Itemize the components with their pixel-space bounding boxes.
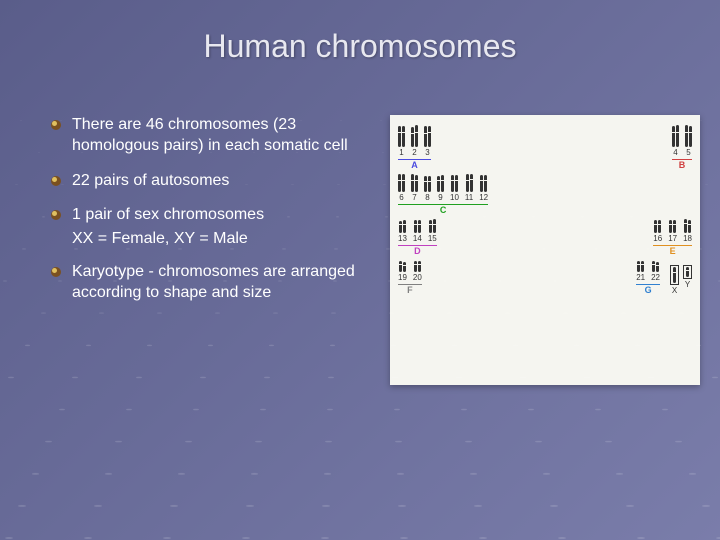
chromosome-pair: 9 (437, 174, 444, 202)
chromosome-pair: 22 (651, 260, 660, 282)
chromosome-pair: 18 (683, 219, 692, 243)
bullet-text: There are 46 chromosomes (23 homologous … (72, 115, 370, 157)
bullet-item: 22 pairs of autosomes (50, 171, 370, 192)
bullet-item: There are 46 chromosomes (23 homologous … (50, 115, 370, 157)
sex-chromosomes: XY (670, 265, 692, 295)
chromosome-pair: 7 (411, 174, 418, 202)
chromosome-number: 22 (651, 274, 660, 282)
chromosome-number: 7 (412, 194, 416, 202)
chromosome-pair: 2 (411, 125, 418, 157)
chromosome-pair: 8 (424, 174, 431, 202)
bullet-list: There are 46 chromosomes (23 homologous … (50, 115, 370, 385)
bullet-text: 1 pair of sex chromosomes (72, 205, 264, 226)
page-title: Human chromosomes (0, 0, 720, 65)
chromosome-pair: 17 (668, 219, 677, 243)
chromosome-group: 13 14 15 D (398, 219, 437, 256)
chromosome-number: 11 (465, 194, 473, 202)
chromosome-number: 13 (398, 235, 407, 243)
chromosome-group: 4 5B (672, 125, 692, 170)
bullet-icon (50, 175, 64, 187)
chromosome-number: 8 (425, 194, 429, 202)
chromosome-number: 10 (450, 194, 459, 202)
y-label: Y (685, 281, 690, 289)
chromosome-group: 16 17 18 E (653, 219, 692, 256)
group-label: D (414, 247, 421, 256)
bullet-item: Karyotype - chromosomes are arranged acc… (50, 262, 370, 304)
chromosome-number: 2 (412, 149, 416, 157)
bullet-item: 1 pair of sex chromosomes (50, 205, 370, 226)
bullet-icon (50, 209, 64, 221)
chromosome-pair: 20 (413, 260, 422, 282)
chromosome-number: 18 (683, 235, 692, 243)
bullet-text: Karyotype - chromosomes are arranged acc… (72, 262, 370, 304)
chromosome-pair: 12 (479, 174, 488, 202)
chromosome-pair: 5 (685, 125, 692, 157)
bullet-text: 22 pairs of autosomes (72, 171, 229, 192)
chromosome-number: 16 (653, 235, 662, 243)
chromosome-number: 12 (479, 194, 488, 202)
chromosome-number: 14 (413, 235, 422, 243)
chromosome-pair: 14 (413, 219, 422, 243)
chromosome-pair: 3 (424, 125, 431, 157)
chromosome-number: 5 (686, 149, 690, 157)
chromosome-number: 4 (673, 149, 677, 157)
group-label: B (679, 161, 686, 170)
chromosome-pair: 19 (398, 260, 407, 282)
chromosome-pair: 11 (465, 174, 473, 202)
content-area: There are 46 chromosomes (23 homologous … (0, 65, 720, 385)
chromosome-number: 6 (399, 194, 403, 202)
chromosome-number: 19 (398, 274, 407, 282)
chromosome-number: 3 (425, 149, 429, 157)
chromosome-group: 21 22 G (636, 260, 660, 295)
group-label: E (670, 247, 676, 256)
chromosome-group: 6 7 8 9 10 11 12 C (398, 174, 488, 215)
bullet-icon (50, 119, 64, 131)
chromosome-pair: 15 (428, 219, 437, 243)
chromosome-pair: 16 (653, 219, 662, 243)
chromosome-number: 1 (399, 149, 403, 157)
group-label: A (411, 161, 418, 170)
chromosome-pair: 10 (450, 174, 459, 202)
chromosome-pair: 1 (398, 125, 405, 157)
group-label: C (440, 206, 447, 215)
chromosome-number: 15 (428, 235, 437, 243)
chromosome-pair: 6 (398, 174, 405, 202)
chromosome-pair: 13 (398, 219, 407, 243)
x-label: X (672, 287, 677, 295)
chromosome-number: 21 (636, 274, 645, 282)
chromosome-pair: 4 (672, 125, 679, 157)
bullet-icon (50, 266, 64, 278)
karyotype-figure: 123A45B6789101112C131415D161718E1920F212… (390, 115, 700, 385)
bullet-subtext: XX = Female, XY = Male (72, 230, 370, 248)
group-label: G (645, 286, 652, 295)
chromosome-pair: 21 (636, 260, 645, 282)
chromosome-number: 9 (438, 194, 442, 202)
chromosome-group: 1 2 3A (398, 125, 431, 170)
figure-area: 123A45B6789101112C131415D161718E1920F212… (390, 115, 700, 385)
chromosome-number: 17 (668, 235, 677, 243)
chromosome-group: 19 20F (398, 260, 422, 295)
chromosome-number: 20 (413, 274, 422, 282)
group-label: F (407, 286, 413, 295)
